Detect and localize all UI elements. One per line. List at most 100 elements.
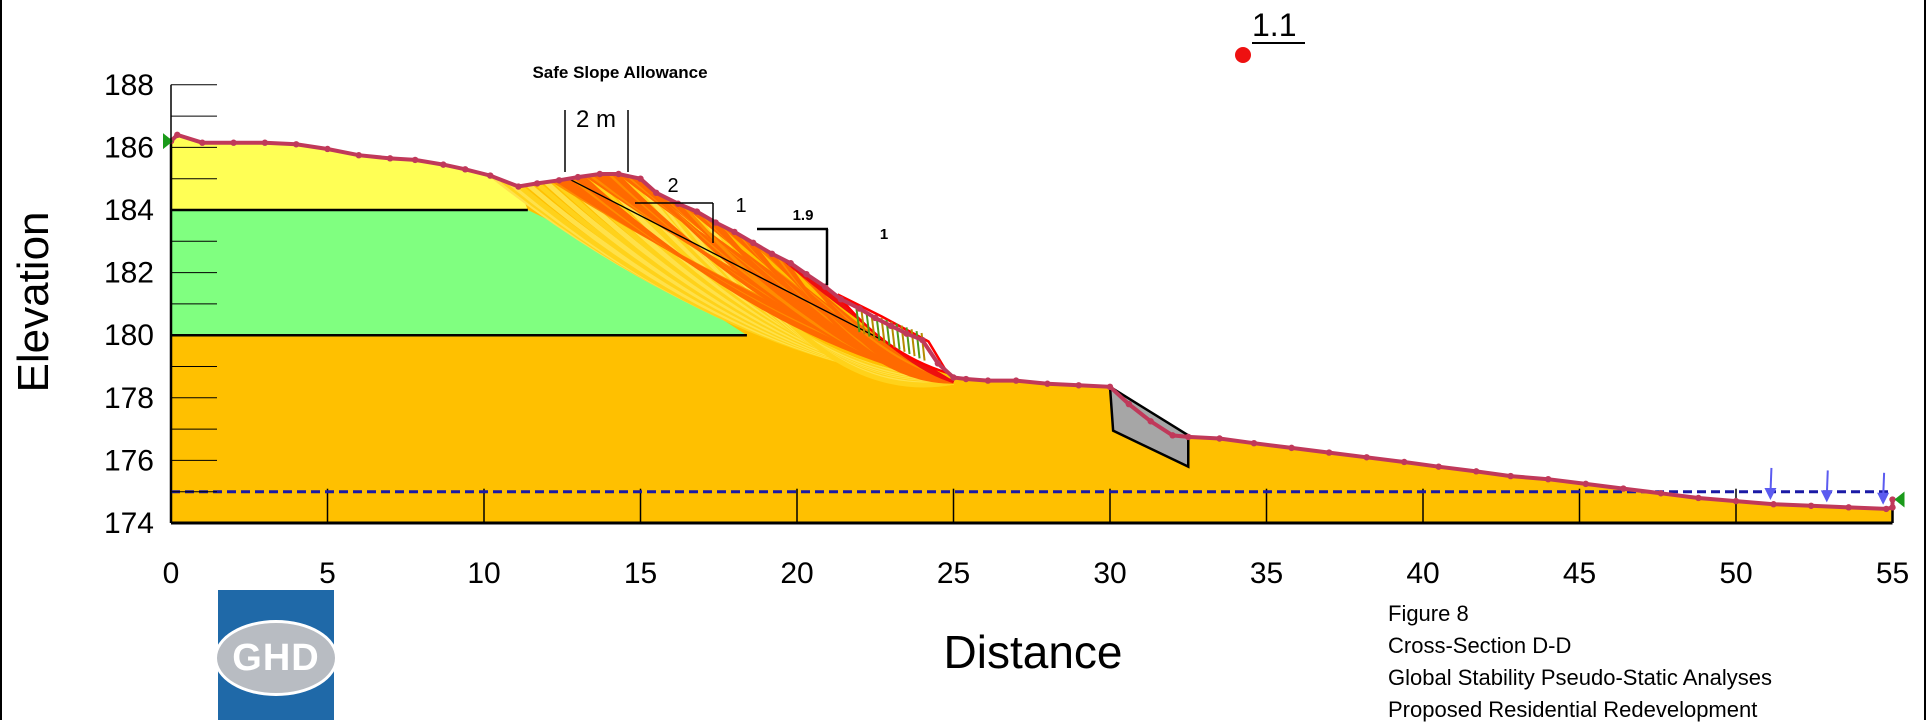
upper-ratio-vertical: 1 (735, 195, 746, 217)
load-arrows (1764, 467, 1890, 505)
surface-point (1435, 463, 1442, 470)
x-tick-label: 45 (1563, 557, 1596, 590)
surface-point (856, 305, 863, 312)
surface-point (1883, 505, 1890, 513)
surface-point (1169, 432, 1176, 439)
topsoil-layer (171, 134, 528, 210)
surface-point (1889, 496, 1896, 503)
surface-point (1845, 504, 1852, 511)
surface-point (749, 239, 757, 247)
surface-point (803, 270, 810, 278)
width-dimension-label: 2 m (576, 106, 616, 133)
surface-point (1147, 418, 1154, 425)
surface-point (887, 322, 895, 330)
surface-point (652, 189, 660, 196)
x-tick-label: 15 (624, 557, 657, 590)
surface-point (919, 336, 926, 344)
figure-caption: Figure 8 Cross-Section D-D Global Stabil… (1388, 598, 1772, 726)
surface-point (950, 374, 957, 381)
caption-figure-number: Figure 8 (1388, 601, 1469, 626)
y-tick-label: 188 (104, 69, 154, 102)
surface-point (440, 161, 447, 168)
y-tick-label: 174 (104, 507, 154, 540)
y-tick-label: 184 (104, 194, 154, 227)
y-tick-label: 178 (104, 382, 154, 415)
load-arrow-head (1820, 490, 1833, 503)
surface-point (1507, 472, 1514, 480)
surface-point (261, 139, 269, 146)
surface-point (1770, 501, 1777, 508)
surface-point (199, 139, 206, 146)
y-tick-label: 180 (104, 319, 154, 352)
surface-point (693, 208, 701, 215)
load-arrow-head (1877, 492, 1890, 505)
upper-ratio-horizontal: 2 (667, 175, 678, 197)
surface-point (731, 228, 738, 236)
y-tick-label: 186 (104, 131, 154, 164)
surface-point (712, 219, 719, 226)
ground-surface-points (167, 131, 1896, 513)
surface-point (534, 180, 541, 187)
surface-point (487, 172, 494, 179)
surface-point (768, 250, 776, 258)
surface-point (1620, 485, 1627, 492)
surface-point (1657, 490, 1665, 497)
ghd-logo-oval: GHD (214, 620, 338, 696)
surface-point (1075, 382, 1082, 389)
surface-point (1582, 480, 1589, 488)
surface-point (462, 166, 469, 173)
surface-point (1044, 380, 1051, 387)
surface-point (1363, 454, 1370, 461)
lower-ratio-horizontal: 1.9 (793, 207, 814, 224)
surface-point (934, 360, 942, 367)
factor-of-safety-marker (1235, 47, 1251, 63)
hatch-line (855, 308, 861, 333)
slip-surfaces (491, 172, 955, 388)
surface-point (615, 170, 622, 178)
hatch-line (865, 312, 871, 337)
lower-ratio-vertical: 1 (880, 226, 888, 243)
surface-point (174, 131, 181, 139)
upper-ratio-triangle (635, 202, 714, 243)
x-tick-label: 35 (1250, 557, 1283, 590)
y-axis: 188 186 184 182 180 178 176 174 (104, 69, 217, 540)
lower-ratio-triangle (757, 227, 829, 285)
hatch-line (860, 310, 866, 335)
x-tick-label: 25 (937, 557, 970, 590)
x-tick-label: 5 (319, 557, 336, 590)
surface-point (230, 139, 237, 146)
x-tick-label: 55 (1876, 557, 1909, 590)
surface-point (1732, 497, 1740, 505)
surface-point (386, 155, 394, 162)
load-arrow-head (1764, 487, 1777, 500)
x-tick-label: 20 (780, 557, 813, 590)
caption-analysis: Global Stability Pseudo-Static Analyses (1388, 665, 1772, 690)
surface-point (1106, 383, 1114, 391)
x-tick-label: 30 (1093, 557, 1126, 590)
safe-slope-allowance-label: Safe Slope Allowance (532, 63, 707, 82)
surface-point (515, 183, 522, 190)
surface-point (1325, 449, 1333, 456)
clay-soil-layer (171, 210, 747, 336)
surface-point (837, 296, 845, 303)
surface-point (1250, 439, 1258, 447)
right-boundary-marker (1894, 491, 1905, 508)
surface-point (1185, 433, 1192, 441)
surface-point (411, 156, 419, 164)
left-boundary-marker (163, 133, 173, 150)
soil-layers (171, 134, 1893, 523)
surface-point (324, 145, 331, 153)
x-axis-title: Distance (944, 626, 1123, 678)
surface-point (574, 173, 582, 181)
surface-point (1545, 475, 1552, 483)
surface-point (962, 375, 970, 383)
surface-point (1125, 400, 1132, 408)
surface-point (821, 283, 829, 290)
surface-point (1473, 468, 1480, 475)
surface-point (355, 152, 362, 159)
slip-surface (810, 277, 954, 384)
surface-point (787, 260, 794, 267)
surface-point (872, 314, 879, 322)
y-tick-label: 182 (104, 257, 154, 290)
